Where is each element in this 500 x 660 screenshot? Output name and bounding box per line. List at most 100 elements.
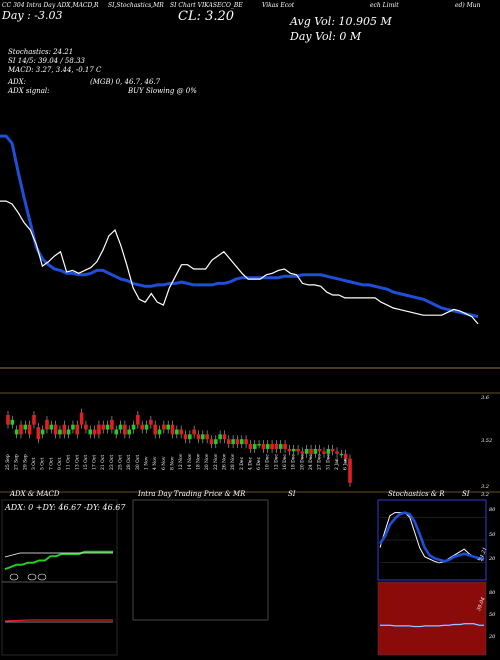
date-tick-label: 9 Oct bbox=[57, 457, 63, 470]
candle-tick-base: 3.2 bbox=[481, 492, 489, 498]
date-tick-label: 26 Nov bbox=[221, 453, 227, 470]
candle-body bbox=[252, 444, 257, 449]
header-mid-label-1: SI,Stochastics,MR bbox=[108, 2, 164, 9]
adx-line bbox=[4, 550, 113, 571]
avg-volume: Avg Vol: 10.905 M bbox=[290, 15, 392, 28]
rsi-tick-20: 20 bbox=[489, 634, 496, 640]
candle-body bbox=[283, 444, 287, 449]
candle-body bbox=[196, 434, 201, 440]
candle-tick-low: 3.2 bbox=[481, 484, 489, 490]
candle-body bbox=[79, 412, 84, 425]
date-tick-label: 18 Dec bbox=[291, 454, 297, 470]
candle-body bbox=[114, 429, 119, 435]
candle-body bbox=[40, 429, 45, 435]
rsi-overlay-line bbox=[380, 623, 484, 627]
candle-body bbox=[62, 424, 67, 435]
rsi-panel bbox=[377, 581, 487, 656]
buy-signal-text: BUY Slowing @ 0% bbox=[128, 87, 197, 95]
candle-body bbox=[32, 414, 36, 425]
candle-body bbox=[66, 429, 71, 435]
stoch-tick-80: 80 bbox=[489, 507, 496, 513]
candle-body bbox=[149, 419, 153, 425]
candle-tick-mid: 3.52 bbox=[481, 438, 493, 444]
date-tick-label: 7 Oct bbox=[48, 457, 54, 470]
candle-body bbox=[157, 429, 162, 435]
date-tick-label: 11 Oct bbox=[66, 455, 72, 470]
di-line bbox=[4, 552, 113, 558]
intraday-panel-title: Intra Day Trading Price & MR bbox=[138, 490, 246, 498]
candle-body bbox=[97, 424, 101, 435]
date-tick-label: 28 Nov bbox=[230, 453, 236, 470]
candle-body bbox=[162, 424, 166, 430]
stochastic-blue-line bbox=[378, 511, 485, 563]
intraday-panel-title-2: SI bbox=[288, 490, 296, 498]
candle-body bbox=[92, 429, 97, 435]
date-tick-label: 21 Oct bbox=[100, 455, 106, 470]
candle-body bbox=[287, 448, 292, 452]
rsi-tick-50: 50 bbox=[489, 612, 496, 618]
day-change: Day : -3.03 bbox=[2, 9, 63, 22]
candle-body bbox=[10, 419, 15, 425]
date-tick-label: 25 Sep bbox=[5, 454, 11, 470]
candle-body bbox=[192, 429, 196, 435]
date-tick-label: 16 Dec bbox=[282, 454, 288, 470]
stochastics-text: Stochastics: 24.21 bbox=[8, 48, 74, 56]
candle-body bbox=[343, 453, 348, 459]
date-tick-label: 6 Dec bbox=[256, 456, 262, 470]
candle-body bbox=[317, 448, 322, 452]
candle-body bbox=[213, 439, 218, 445]
candle-body bbox=[118, 424, 123, 430]
candle-body bbox=[6, 414, 10, 425]
price-chart bbox=[0, 134, 479, 325]
date-tick-label: 20 Dec bbox=[299, 454, 305, 470]
date-axis: 25 Sep 27 Sep 29 Sep 3 Oct 5 Oct 7 Oct 9 Oct 11… bbox=[5, 453, 349, 470]
date-tick-label: 13 Oct bbox=[74, 455, 80, 470]
date-tick-label: 24 Dec bbox=[308, 454, 314, 470]
date-tick-label: 20 Nov bbox=[204, 453, 210, 470]
rsi-text: SI 14/5: 39.04 / 58.33 bbox=[8, 57, 85, 65]
candle-body bbox=[278, 444, 283, 449]
candlestick-chart bbox=[6, 408, 352, 487]
date-tick-label: 31 Dec bbox=[325, 454, 331, 470]
adx-panel bbox=[1, 499, 118, 656]
candle-body bbox=[110, 419, 114, 430]
date-tick-label: 17 Oct bbox=[92, 455, 98, 470]
date-tick-label: 27 Sep bbox=[14, 454, 20, 470]
adx-signal-label: ADX signal: bbox=[8, 87, 50, 95]
rsi-tick-80: 80 bbox=[489, 590, 496, 596]
candle-body bbox=[257, 444, 261, 446]
rsi-lines bbox=[380, 623, 484, 628]
candle-body bbox=[71, 424, 75, 430]
candle-body bbox=[274, 444, 279, 449]
candle-body bbox=[201, 434, 205, 440]
candle-body bbox=[313, 448, 318, 454]
adx-marker bbox=[37, 573, 47, 581]
candle-body bbox=[170, 424, 175, 435]
candle-body bbox=[218, 434, 222, 440]
date-tick-label: 12 Nov bbox=[178, 453, 184, 470]
stoch-panel-title-2: SI bbox=[462, 490, 470, 498]
candle-body bbox=[101, 424, 106, 430]
candle-body bbox=[300, 451, 305, 454]
candle-body bbox=[335, 451, 339, 454]
stoch-panel-title: Stochastics & R bbox=[388, 490, 445, 498]
candle-body bbox=[123, 424, 127, 435]
date-tick-label: 23 Oct bbox=[109, 455, 115, 470]
candle-body bbox=[14, 429, 19, 435]
candle-body bbox=[105, 424, 110, 430]
candle-body bbox=[23, 424, 28, 430]
candle-body bbox=[153, 424, 157, 435]
candle-body bbox=[205, 434, 209, 440]
date-tick-label: 8 Nov bbox=[170, 456, 176, 470]
macd-line bbox=[4, 619, 113, 622]
date-tick-label: 10 Dec bbox=[265, 454, 271, 470]
date-tick-label: 4 Dec bbox=[247, 456, 253, 470]
price-line bbox=[0, 200, 479, 325]
date-tick-label: 12 Dec bbox=[273, 454, 279, 470]
candle-body bbox=[49, 424, 54, 430]
header-right-label-1: Vikas Ecot bbox=[262, 2, 295, 9]
header-mid-label-2: SI Chart VIKASECO_BE bbox=[170, 2, 243, 9]
date-tick-label: 15 Oct bbox=[83, 455, 89, 470]
adx-values-text: (MGB) 0, 46.7, 46.7 bbox=[90, 78, 161, 86]
